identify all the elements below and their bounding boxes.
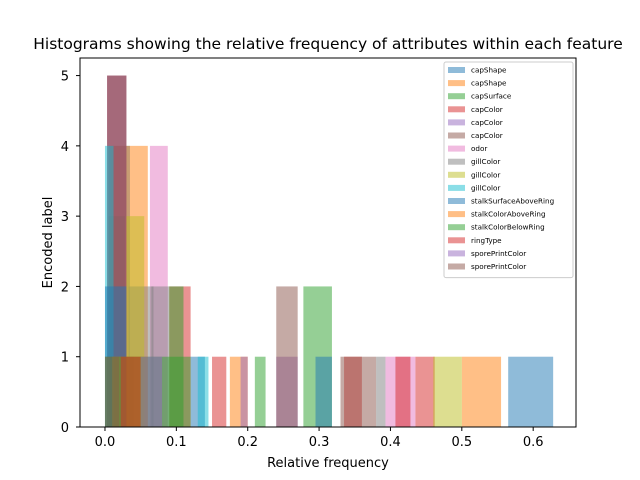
legend-entry: stalkSurfaceAboveRing — [471, 197, 554, 206]
y-axis-label: Encoded label — [41, 197, 56, 289]
bar-ringType-1 — [212, 356, 227, 427]
bar-sporePrintColor-0 — [104, 356, 120, 427]
legend-swatch — [448, 237, 465, 244]
x-tick-label: 0.1 — [166, 435, 187, 450]
bar-gillColor-1 — [433, 356, 462, 427]
legend-swatch — [448, 67, 465, 73]
legend-entry: sporePrintColor — [471, 249, 526, 258]
x-tick-label: 0.5 — [451, 435, 472, 450]
bar-gillColor-1 — [197, 356, 209, 427]
x-tick-label: 0.4 — [380, 435, 401, 450]
x-tick-label: 0.6 — [523, 435, 544, 450]
x-axis-label: Relative frequency — [267, 456, 389, 471]
bar-capShape-1 — [461, 356, 502, 427]
legend-swatch — [448, 263, 465, 270]
legend-swatch — [448, 198, 465, 204]
legend-swatch — [448, 211, 465, 218]
legend-entry: ringType — [471, 236, 502, 245]
y-tick-label: 5 — [61, 70, 69, 85]
bar-stalkColorBelowRing-1 — [169, 286, 184, 427]
x-axis-ticks: 0.0 0.1 0.2 0.3 0.4 0.5 0.6 — [95, 427, 544, 450]
legend-entry: capSurface — [471, 92, 512, 101]
legend-swatch — [448, 158, 465, 165]
y-tick-label: 4 — [61, 140, 69, 155]
legend-swatch — [448, 184, 465, 191]
legend-entry: stalkColorAboveRing — [471, 210, 546, 219]
legend-swatch — [448, 224, 465, 231]
bars-layer — [104, 75, 554, 428]
bar-stalkColorBelowRing-2 — [254, 356, 266, 427]
legend-entry: capColor — [471, 118, 503, 127]
legend-entry: capColor — [471, 131, 503, 140]
legend-entry: sporePrintColor — [471, 262, 526, 271]
legend-entry: gillColor — [471, 183, 500, 192]
bar-capColor-2 — [361, 356, 377, 427]
legend-swatch — [448, 106, 465, 113]
legend-entry: capColor — [471, 105, 503, 114]
legend-swatch — [448, 80, 465, 87]
legend-swatch — [448, 145, 465, 152]
legend-swatch — [448, 250, 465, 257]
legend-entry: capShape — [471, 79, 507, 88]
bar-stalkSurfaceAboveRing-1 — [315, 356, 332, 427]
legend-entry: odor — [471, 144, 487, 153]
bar-ringType-2 — [395, 356, 411, 427]
y-axis-ticks: 0 1 2 3 4 5 — [61, 70, 80, 436]
legend-box — [443, 61, 574, 279]
chart-title: Histograms showing the relative frequenc… — [33, 35, 622, 53]
y-tick-label: 1 — [61, 351, 69, 366]
legend-entry: stalkColorBelowRing — [471, 223, 545, 232]
legend-swatch — [448, 171, 465, 178]
legend-entry: gillColor — [471, 170, 500, 179]
legend: capShape capShape capSurface capColor capCol… — [443, 61, 574, 279]
axes-frame — [79, 57, 577, 428]
bar-ringType-0 — [120, 356, 141, 427]
bar-capShape-3 — [508, 356, 554, 427]
legend-swatch — [448, 93, 465, 100]
legend-swatch — [448, 119, 465, 126]
x-tick-label: 0.3 — [309, 435, 330, 450]
legend-entry: capShape — [471, 66, 507, 75]
legend-entry: gillColor — [471, 157, 500, 166]
y-tick-label: 2 — [61, 280, 69, 295]
bar-gillColor-2 — [376, 356, 386, 427]
x-tick-label: 0.2 — [237, 435, 258, 450]
y-tick-label: 0 — [61, 421, 69, 436]
y-tick-label: 3 — [61, 210, 69, 225]
bar-sporePrintColor-1 — [340, 356, 362, 427]
bar-sporePrintColor-0 — [140, 356, 163, 427]
bar-capColor-3 — [415, 356, 435, 427]
bar-sporePrintColor-1 — [240, 356, 248, 427]
bar-capColor-1 — [276, 286, 298, 427]
x-tick-label: 0.0 — [95, 435, 116, 450]
legend-swatch — [448, 132, 465, 139]
